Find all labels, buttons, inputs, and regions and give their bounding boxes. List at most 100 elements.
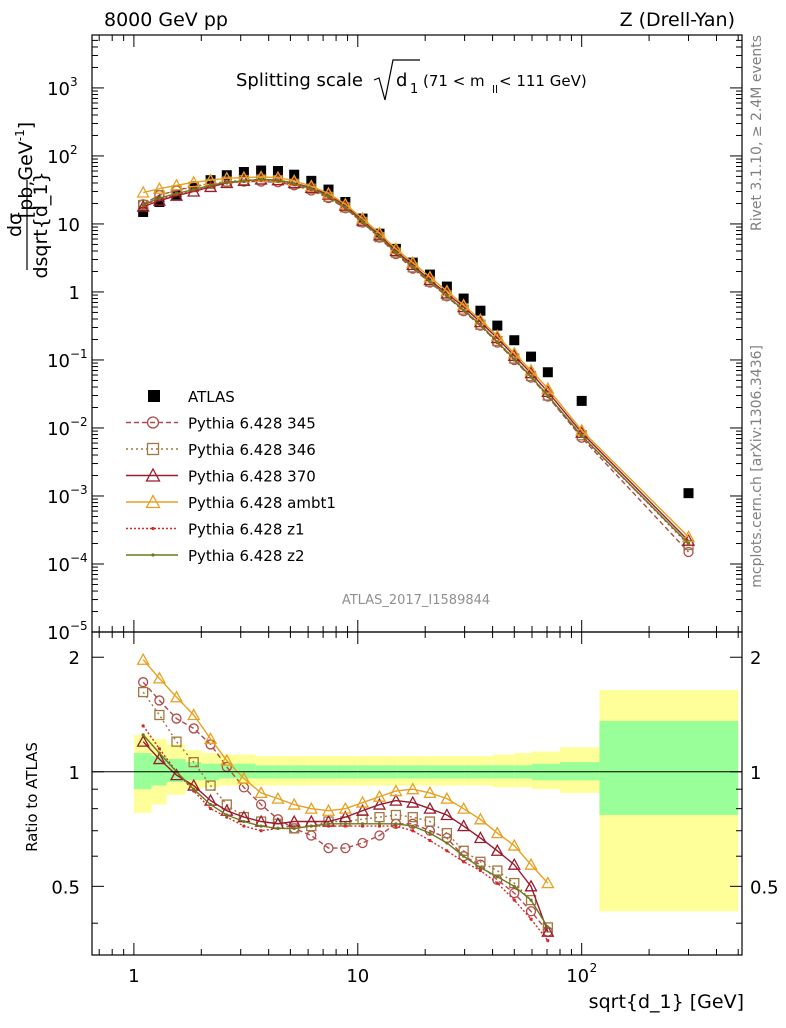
legend: ATLAS Pythia 6.428 345 Pythia 6.428 346 Pyt… bbox=[126, 388, 336, 565]
ratio-point-pythia-6-428-346 bbox=[374, 811, 385, 823]
data-point-pythia-6-428-z2 bbox=[276, 178, 280, 182]
ratio-y-tick-label-right: 0.5 bbox=[750, 877, 779, 898]
ratio-point-pythia-6-428-ambt1 bbox=[457, 801, 471, 814]
legend-label-pythia-6-428-ambt1: Pythia 6.428 ambt1 bbox=[188, 494, 336, 512]
ratio-point-pythia-6-428-370 bbox=[423, 801, 437, 814]
data-point-pythia-6-428-z2 bbox=[208, 183, 213, 187]
ratio-point-pythia-6-428-345 bbox=[374, 830, 385, 841]
series-line-pythia-6-428-346 bbox=[142, 178, 690, 546]
ratio-plot-frame bbox=[91, 631, 743, 956]
ratio-point-pythia-6-428-346 bbox=[171, 736, 182, 747]
stat-uncertainty-band bbox=[133, 753, 152, 790]
ratio-point-pythia-6-428-z1 bbox=[343, 824, 347, 828]
data-point-pythia-6-428-z2 bbox=[377, 235, 382, 239]
data-point-pythia-6-428-z2 bbox=[529, 374, 533, 379]
ratio-point-pythia-6-428-345 bbox=[525, 906, 537, 917]
y-tick-label: 10 bbox=[47, 623, 70, 644]
series-line-pythia-6-428-370 bbox=[142, 178, 689, 542]
ratio-point-pythia-6-428-z2 bbox=[292, 826, 296, 830]
legend-marker-pythia-6-428-z2 bbox=[151, 553, 155, 557]
ratio-point-pythia-6-428-z1 bbox=[462, 860, 466, 864]
ratio-point-pythia-6-428-345 bbox=[255, 799, 267, 810]
ratio-point-pythia-6-428-370 bbox=[372, 797, 387, 810]
y-tick-label-exp: 3 bbox=[70, 75, 78, 89]
y-axis-label-fraction: dσ dsqrt{d_1} bbox=[4, 171, 52, 278]
ratio-point-pythia-6-428-z2 bbox=[225, 813, 229, 817]
data-point-pythia-6-428-z2 bbox=[292, 182, 296, 186]
ratio-point-pythia-6-428-346 bbox=[221, 799, 232, 810]
ratio-point-pythia-6-428-ambt1 bbox=[490, 826, 504, 839]
data-point-pythia-6-428-370 bbox=[136, 199, 150, 212]
ratio-point-pythia-6-428-346 bbox=[390, 809, 402, 821]
y-axis-label-ratio: Ratio to ATLAS bbox=[23, 742, 41, 852]
analysis-watermark: ATLAS_2017_I1589844 bbox=[342, 593, 490, 608]
main-series-group bbox=[136, 165, 696, 558]
ratio-point-pythia-6-428-z1 bbox=[512, 898, 516, 902]
ratio-point-pythia-6-428-z2 bbox=[157, 751, 162, 755]
y-tick-label: 10 bbox=[47, 419, 70, 440]
data-point-pythia-6-428-z2 bbox=[411, 265, 415, 269]
legend-marker-pythia-6-428-370 bbox=[145, 467, 161, 482]
ratio-point-pythia-6-428-z2 bbox=[411, 824, 415, 828]
data-point-pythia-6-428-z2 bbox=[495, 340, 499, 344]
ratio-point-pythia-6-428-370 bbox=[524, 879, 538, 892]
ratio-point-pythia-6-428-370 bbox=[136, 734, 150, 747]
ratio-point-pythia-6-428-ambt1 bbox=[287, 797, 301, 810]
ratio-point-pythia-6-428-370 bbox=[440, 808, 454, 821]
x-tick-label-exp: 2 bbox=[590, 961, 598, 975]
data-point-pythia-6-428-370 bbox=[187, 184, 201, 197]
x-axis-label: sqrt{d_1} [GeV] bbox=[589, 991, 744, 1013]
ratio-point-pythia-6-428-346 bbox=[492, 865, 503, 876]
ratio-line-pythia-6-428-345 bbox=[142, 681, 549, 933]
y-tick-label: 1 bbox=[69, 283, 80, 304]
ratio-point-pythia-6-428-345 bbox=[407, 818, 418, 829]
ratio-point-pythia-6-428-z1 bbox=[242, 824, 246, 828]
data-point-pythia-6-428-ambt1 bbox=[681, 530, 696, 543]
x-tick-label: 10 bbox=[566, 966, 589, 987]
data-point-pythia-6-428-z2 bbox=[686, 541, 691, 546]
data-point-pythia-6-428-z2 bbox=[462, 308, 466, 312]
y-tick-label-exp: −4 bbox=[70, 551, 88, 565]
data-point-pythia-6-428-ambt1 bbox=[169, 178, 184, 191]
data-point-atlas bbox=[340, 197, 351, 208]
y-tick-label-exp: −2 bbox=[70, 415, 88, 429]
ratio-point-pythia-6-428-ambt1 bbox=[355, 795, 370, 808]
ratio-point-pythia-6-428-z2 bbox=[343, 822, 347, 826]
ratio-point-pythia-6-428-345 bbox=[340, 842, 351, 854]
ylabel-denominator: dsqrt{d_1} bbox=[30, 171, 52, 278]
data-point-pythia-6-428-z2 bbox=[309, 187, 313, 191]
data-point-atlas bbox=[475, 305, 486, 316]
title-cut-pre: (71 < m bbox=[423, 72, 485, 90]
ratio-point-pythia-6-428-ambt1 bbox=[220, 753, 234, 766]
ratio-point-pythia-6-428-z2 bbox=[360, 822, 365, 826]
ratio-point-pythia-6-428-z1 bbox=[377, 824, 382, 828]
legend-label-pythia-6-428-345: Pythia 6.428 345 bbox=[188, 415, 316, 433]
data-point-pythia-6-428-345 bbox=[683, 546, 694, 558]
data-point-pythia-6-428-z2 bbox=[259, 177, 263, 182]
y-tick-label-exp: −3 bbox=[70, 483, 88, 497]
legend-marker-pythia-6-428-ambt1 bbox=[145, 494, 161, 509]
ratio-point-pythia-6-428-370 bbox=[490, 843, 504, 856]
ratio-point-pythia-6-428-z2 bbox=[377, 822, 382, 826]
data-point-pythia-6-428-z2 bbox=[326, 194, 331, 198]
ratio-point-pythia-6-428-ambt1 bbox=[254, 786, 268, 799]
ratio-point-pythia-6-428-345 bbox=[154, 695, 165, 706]
title-sub: d bbox=[396, 70, 407, 91]
legend-marker-pythia-6-428-z1 bbox=[151, 526, 155, 531]
x-tick-label: 1 bbox=[128, 966, 139, 987]
ratio-point-pythia-6-428-346 bbox=[441, 827, 453, 839]
ratio-point-pythia-6-428-345 bbox=[188, 723, 199, 734]
ratio-point-pythia-6-428-ambt1 bbox=[187, 708, 201, 721]
ratio-point-pythia-6-428-ambt1 bbox=[372, 789, 387, 802]
ratio-point-pythia-6-428-z2 bbox=[394, 822, 398, 826]
ratio-point-pythia-6-428-z2 bbox=[462, 854, 466, 858]
ratio-point-pythia-6-428-ambt1 bbox=[440, 791, 454, 804]
ratio-point-pythia-6-428-z2 bbox=[276, 826, 280, 830]
data-point-pythia-6-428-z2 bbox=[343, 205, 347, 210]
ylabel-unit: [pb,GeV-1] bbox=[13, 122, 37, 218]
title-cut-sub: ll bbox=[492, 83, 498, 96]
ratio-point-pythia-6-428-370 bbox=[355, 803, 370, 816]
data-point-pythia-6-428-z2 bbox=[192, 187, 196, 192]
ratio-point-pythia-6-428-ambt1 bbox=[423, 786, 437, 799]
